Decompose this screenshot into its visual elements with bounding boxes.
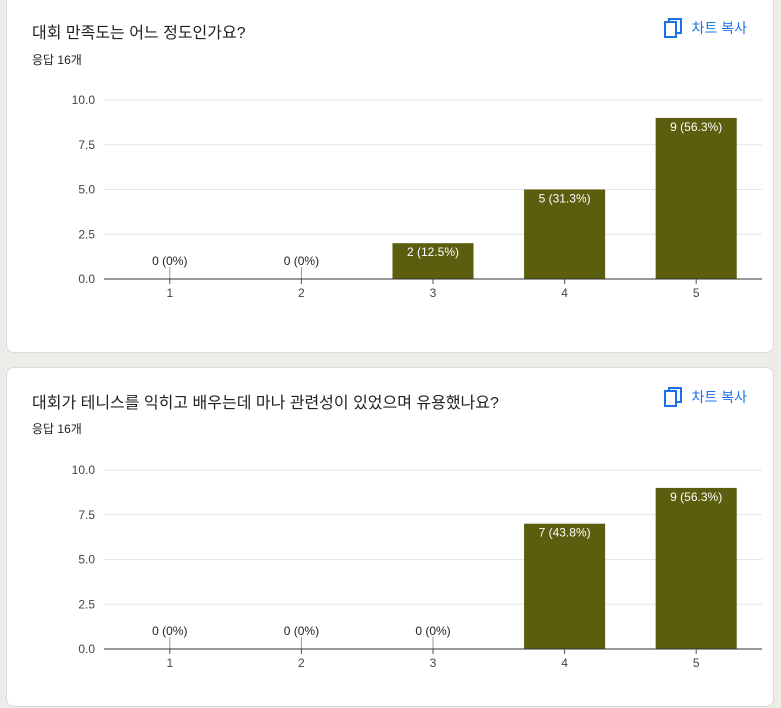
y-tick-label: 2.5 <box>78 227 95 241</box>
copy-icon <box>663 18 682 38</box>
x-tick-label: 2 <box>298 286 305 300</box>
question-card: 대회가 테니스를 익히고 배우는데 마나 관련성이 있었으며 유용했나요? 응답… <box>6 367 774 707</box>
data-label: 0 (0%) <box>152 254 187 268</box>
bar <box>524 189 606 279</box>
copy-chart-label: 차트 복사 <box>691 389 747 405</box>
bar <box>392 243 474 279</box>
bar-chart: 0.0 2.5 5.0 7.5 10.0 0 (0%) 1 0 (0%) 2 0 (0%) 3 7 (… <box>72 463 762 670</box>
y-tick-label: 7.5 <box>78 508 95 522</box>
data-label: 9 (56.3%) <box>670 490 722 504</box>
copy-chart-button[interactable]: 차트 복사 <box>663 14 747 42</box>
x-tick-label: 1 <box>166 286 173 300</box>
data-label: 0 (0%) <box>284 624 319 638</box>
data-label: 0 (0%) <box>284 254 319 268</box>
response-count: 응답 16개 <box>32 53 82 67</box>
y-tick-label: 5.0 <box>78 553 95 567</box>
data-label: 2 (12.5%) <box>407 245 459 259</box>
x-tick-label: 2 <box>298 656 305 670</box>
question-title: 대회가 테니스를 익히고 배우는데 마나 관련성이 있었으며 유용했나요? <box>32 395 499 412</box>
bar <box>524 523 606 649</box>
y-tick-label: 5.0 <box>78 183 95 197</box>
x-tick-label: 1 <box>166 656 173 670</box>
copy-chart-label: 차트 복사 <box>691 20 747 36</box>
y-tick-label: 0.0 <box>78 642 95 656</box>
response-count: 응답 16개 <box>32 422 82 436</box>
data-label: 0 (0%) <box>415 624 450 638</box>
copy-chart-button[interactable]: 차트 복사 <box>663 383 747 411</box>
x-tick-label: 5 <box>693 286 700 300</box>
question-title: 대회 만족도는 어느 정도인가요? <box>32 25 246 42</box>
y-tick-label: 0.0 <box>78 272 95 286</box>
question-card: 대회 만족도는 어느 정도인가요? 응답 16개 차트 복사 0.0 2.5 5.0… <box>6 0 774 353</box>
y-tick-label: 10.0 <box>72 93 96 107</box>
x-tick-label: 4 <box>561 656 568 670</box>
bar-chart: 0.0 2.5 5.0 7.5 10.0 0 (0%) 1 0 (0%) 2 2 (12.5%) 3… <box>72 93 762 300</box>
x-tick-label: 3 <box>430 656 437 670</box>
data-label: 7 (43.8%) <box>539 526 591 540</box>
data-label: 9 (56.3%) <box>670 120 722 134</box>
y-tick-label: 7.5 <box>78 138 95 152</box>
x-tick-label: 3 <box>430 286 437 300</box>
copy-icon <box>663 387 682 407</box>
bar <box>655 487 737 649</box>
x-tick-label: 5 <box>693 656 700 670</box>
bar <box>655 117 737 280</box>
data-label: 0 (0%) <box>152 624 187 638</box>
data-label: 5 (31.3%) <box>539 192 591 206</box>
y-tick-label: 10.0 <box>72 463 96 477</box>
y-tick-label: 2.5 <box>78 597 95 611</box>
x-tick-label: 4 <box>561 286 568 300</box>
